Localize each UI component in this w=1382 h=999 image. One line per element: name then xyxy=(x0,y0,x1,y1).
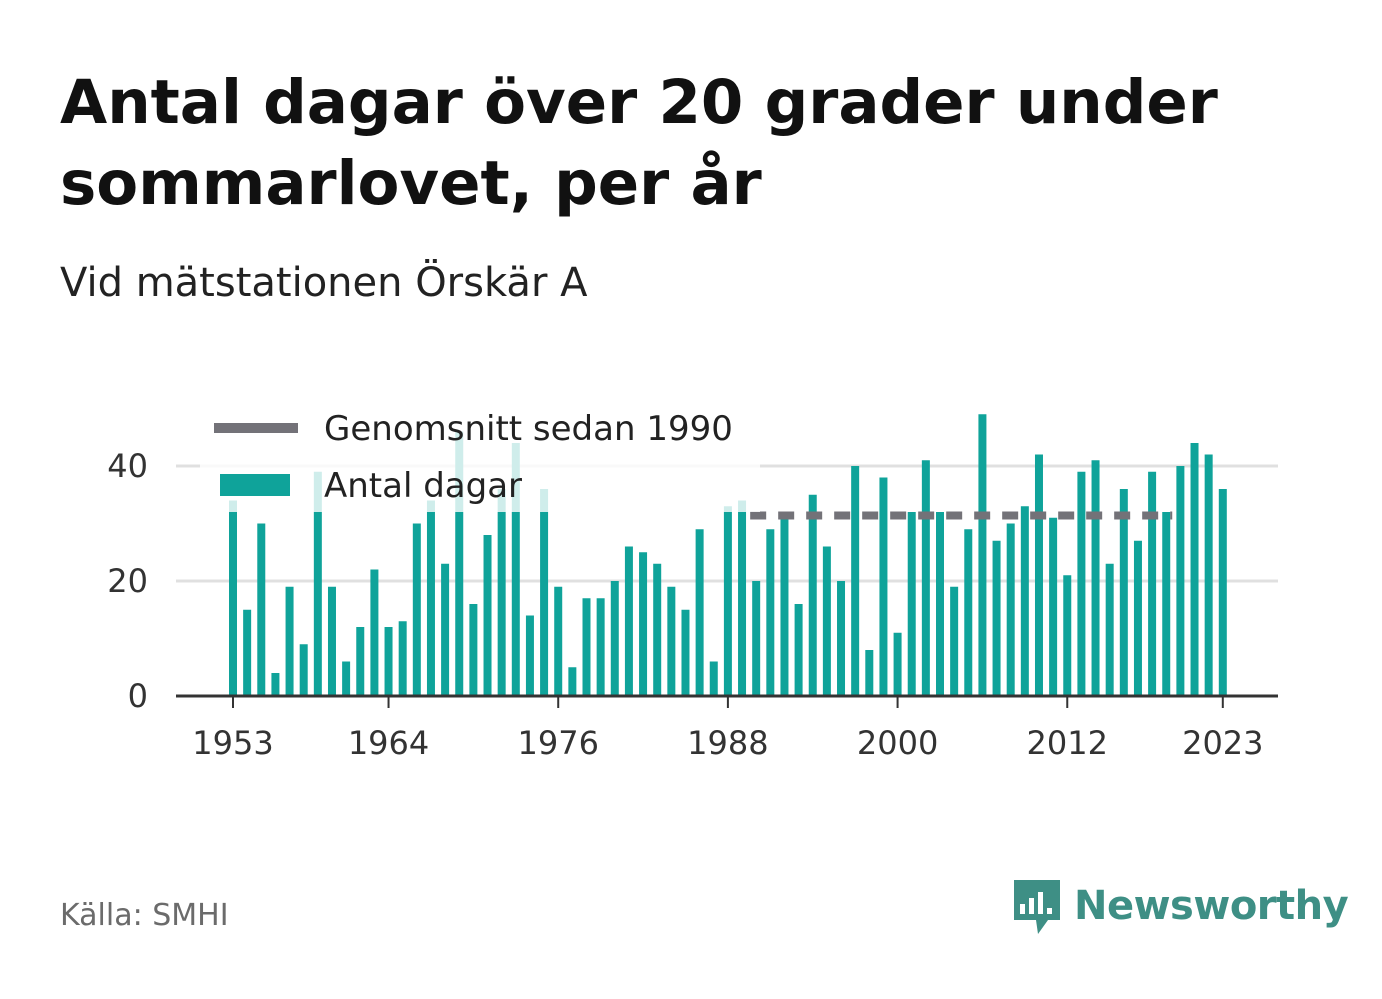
bar-2012 xyxy=(1063,575,1072,696)
bar-1987 xyxy=(709,661,718,696)
bar-1986 xyxy=(695,529,704,696)
y-axis: 0 20 40 xyxy=(107,447,148,715)
bar-1997 xyxy=(851,466,860,696)
bar-1974 xyxy=(525,615,534,696)
bar-1996 xyxy=(837,581,846,696)
bar-1985 xyxy=(681,609,690,696)
bar-2005 xyxy=(964,529,973,696)
bar-1955 xyxy=(257,523,266,696)
chart-subtitle: Vid mätstationen Örskär A xyxy=(60,260,588,306)
bars xyxy=(229,414,1227,696)
bar-1954 xyxy=(243,609,252,696)
bar-1967 xyxy=(426,500,435,696)
bar-1979 xyxy=(596,598,605,696)
legend-bar-swatch xyxy=(220,474,290,496)
x-axis: 1953 1964 1976 1988 2000 2012 2023 xyxy=(176,694,1278,762)
bar-1978 xyxy=(582,598,591,696)
legend-bar-label: Antal dagar xyxy=(324,466,522,506)
bar-2017 xyxy=(1133,540,1142,696)
bar-1988 xyxy=(723,506,732,696)
x-tick-label: 1953 xyxy=(192,724,273,762)
bar-1963 xyxy=(370,569,379,696)
bar-2018 xyxy=(1148,471,1157,696)
newsworthy-chart-bubble-icon xyxy=(1014,880,1060,934)
bar-1960 xyxy=(327,586,336,696)
bar-2014 xyxy=(1091,460,1100,696)
bar-2006 xyxy=(978,414,987,696)
x-tick-label: 1964 xyxy=(348,724,429,762)
bar-1972 xyxy=(497,489,506,696)
bar-1991 xyxy=(766,529,775,696)
legend-average-label: Genomsnitt sedan 1990 xyxy=(324,409,733,449)
bar-2023 xyxy=(1218,489,1227,696)
bar-2011 xyxy=(1049,517,1058,696)
bar-1971 xyxy=(483,535,492,696)
bar-1977 xyxy=(568,667,577,696)
bar-1973 xyxy=(511,443,520,696)
bar-chart: 1953 1964 1976 1988 2000 2012 2023 0 20 40 Genom… xyxy=(107,402,1278,762)
bar-2009 xyxy=(1020,506,1029,696)
bar-1968 xyxy=(441,563,450,696)
bar-2007 xyxy=(992,540,1001,696)
source-note: Källa: SMHI xyxy=(60,898,229,933)
bar-1994 xyxy=(808,494,817,696)
bar-1982 xyxy=(639,552,648,696)
bar-1953 xyxy=(229,500,237,696)
bar-2003 xyxy=(936,512,944,696)
bar-2015 xyxy=(1105,563,1114,696)
bar-1990 xyxy=(752,581,761,696)
bar-1962 xyxy=(356,627,365,696)
bar-2004 xyxy=(950,586,959,696)
bar-2013 xyxy=(1077,471,1086,696)
x-tick-label: 1976 xyxy=(518,724,599,762)
newsworthy-wordmark: Newsworthy xyxy=(1074,883,1349,929)
bar-1976 xyxy=(554,586,563,696)
bar-1981 xyxy=(624,546,633,696)
x-tick-label: 2012 xyxy=(1027,724,1108,762)
bar-1993 xyxy=(794,604,803,696)
bar-2016 xyxy=(1119,489,1128,696)
bar-1970 xyxy=(469,604,478,696)
x-tick-label: 1988 xyxy=(687,724,768,762)
y-tick-label: 20 xyxy=(107,562,148,600)
bar-1998 xyxy=(865,650,874,696)
bar-1959 xyxy=(313,471,322,696)
bar-1969 xyxy=(455,431,464,696)
bar-2001 xyxy=(907,512,916,696)
legend: Genomsnitt sedan 1990 Antal dagar xyxy=(200,402,760,512)
bar-1995 xyxy=(822,546,831,696)
bar-1984 xyxy=(667,586,676,696)
bar-1961 xyxy=(342,661,351,696)
bar-2020 xyxy=(1176,466,1185,696)
bar-2021 xyxy=(1190,443,1199,696)
chart-title: Antal dagar över 20 grader under sommarl… xyxy=(60,67,1218,219)
y-tick-label: 0 xyxy=(128,677,148,715)
bar-1958 xyxy=(299,644,308,696)
newsworthy-logo[interactable]: Newsworthy xyxy=(1010,876,1349,936)
bar-1964 xyxy=(384,627,393,696)
bar-2000 xyxy=(893,632,902,696)
bar-1956 xyxy=(271,673,280,696)
bar-1965 xyxy=(398,621,407,696)
bar-2019 xyxy=(1162,512,1171,696)
bar-2002 xyxy=(921,460,930,696)
bar-2008 xyxy=(1006,523,1015,696)
bar-1989 xyxy=(738,500,747,696)
bar-2010 xyxy=(1034,454,1043,696)
x-tick-label: 2000 xyxy=(857,724,938,762)
bar-1992 xyxy=(780,517,789,696)
y-tick-label: 40 xyxy=(107,447,148,485)
bar-1975 xyxy=(540,489,549,696)
bar-2022 xyxy=(1204,454,1213,696)
bar-1983 xyxy=(653,563,662,696)
bar-1966 xyxy=(412,523,421,696)
x-tick-label: 2023 xyxy=(1182,724,1263,762)
bar-1999 xyxy=(879,477,888,696)
bar-1957 xyxy=(285,586,294,696)
bar-1980 xyxy=(610,581,619,696)
